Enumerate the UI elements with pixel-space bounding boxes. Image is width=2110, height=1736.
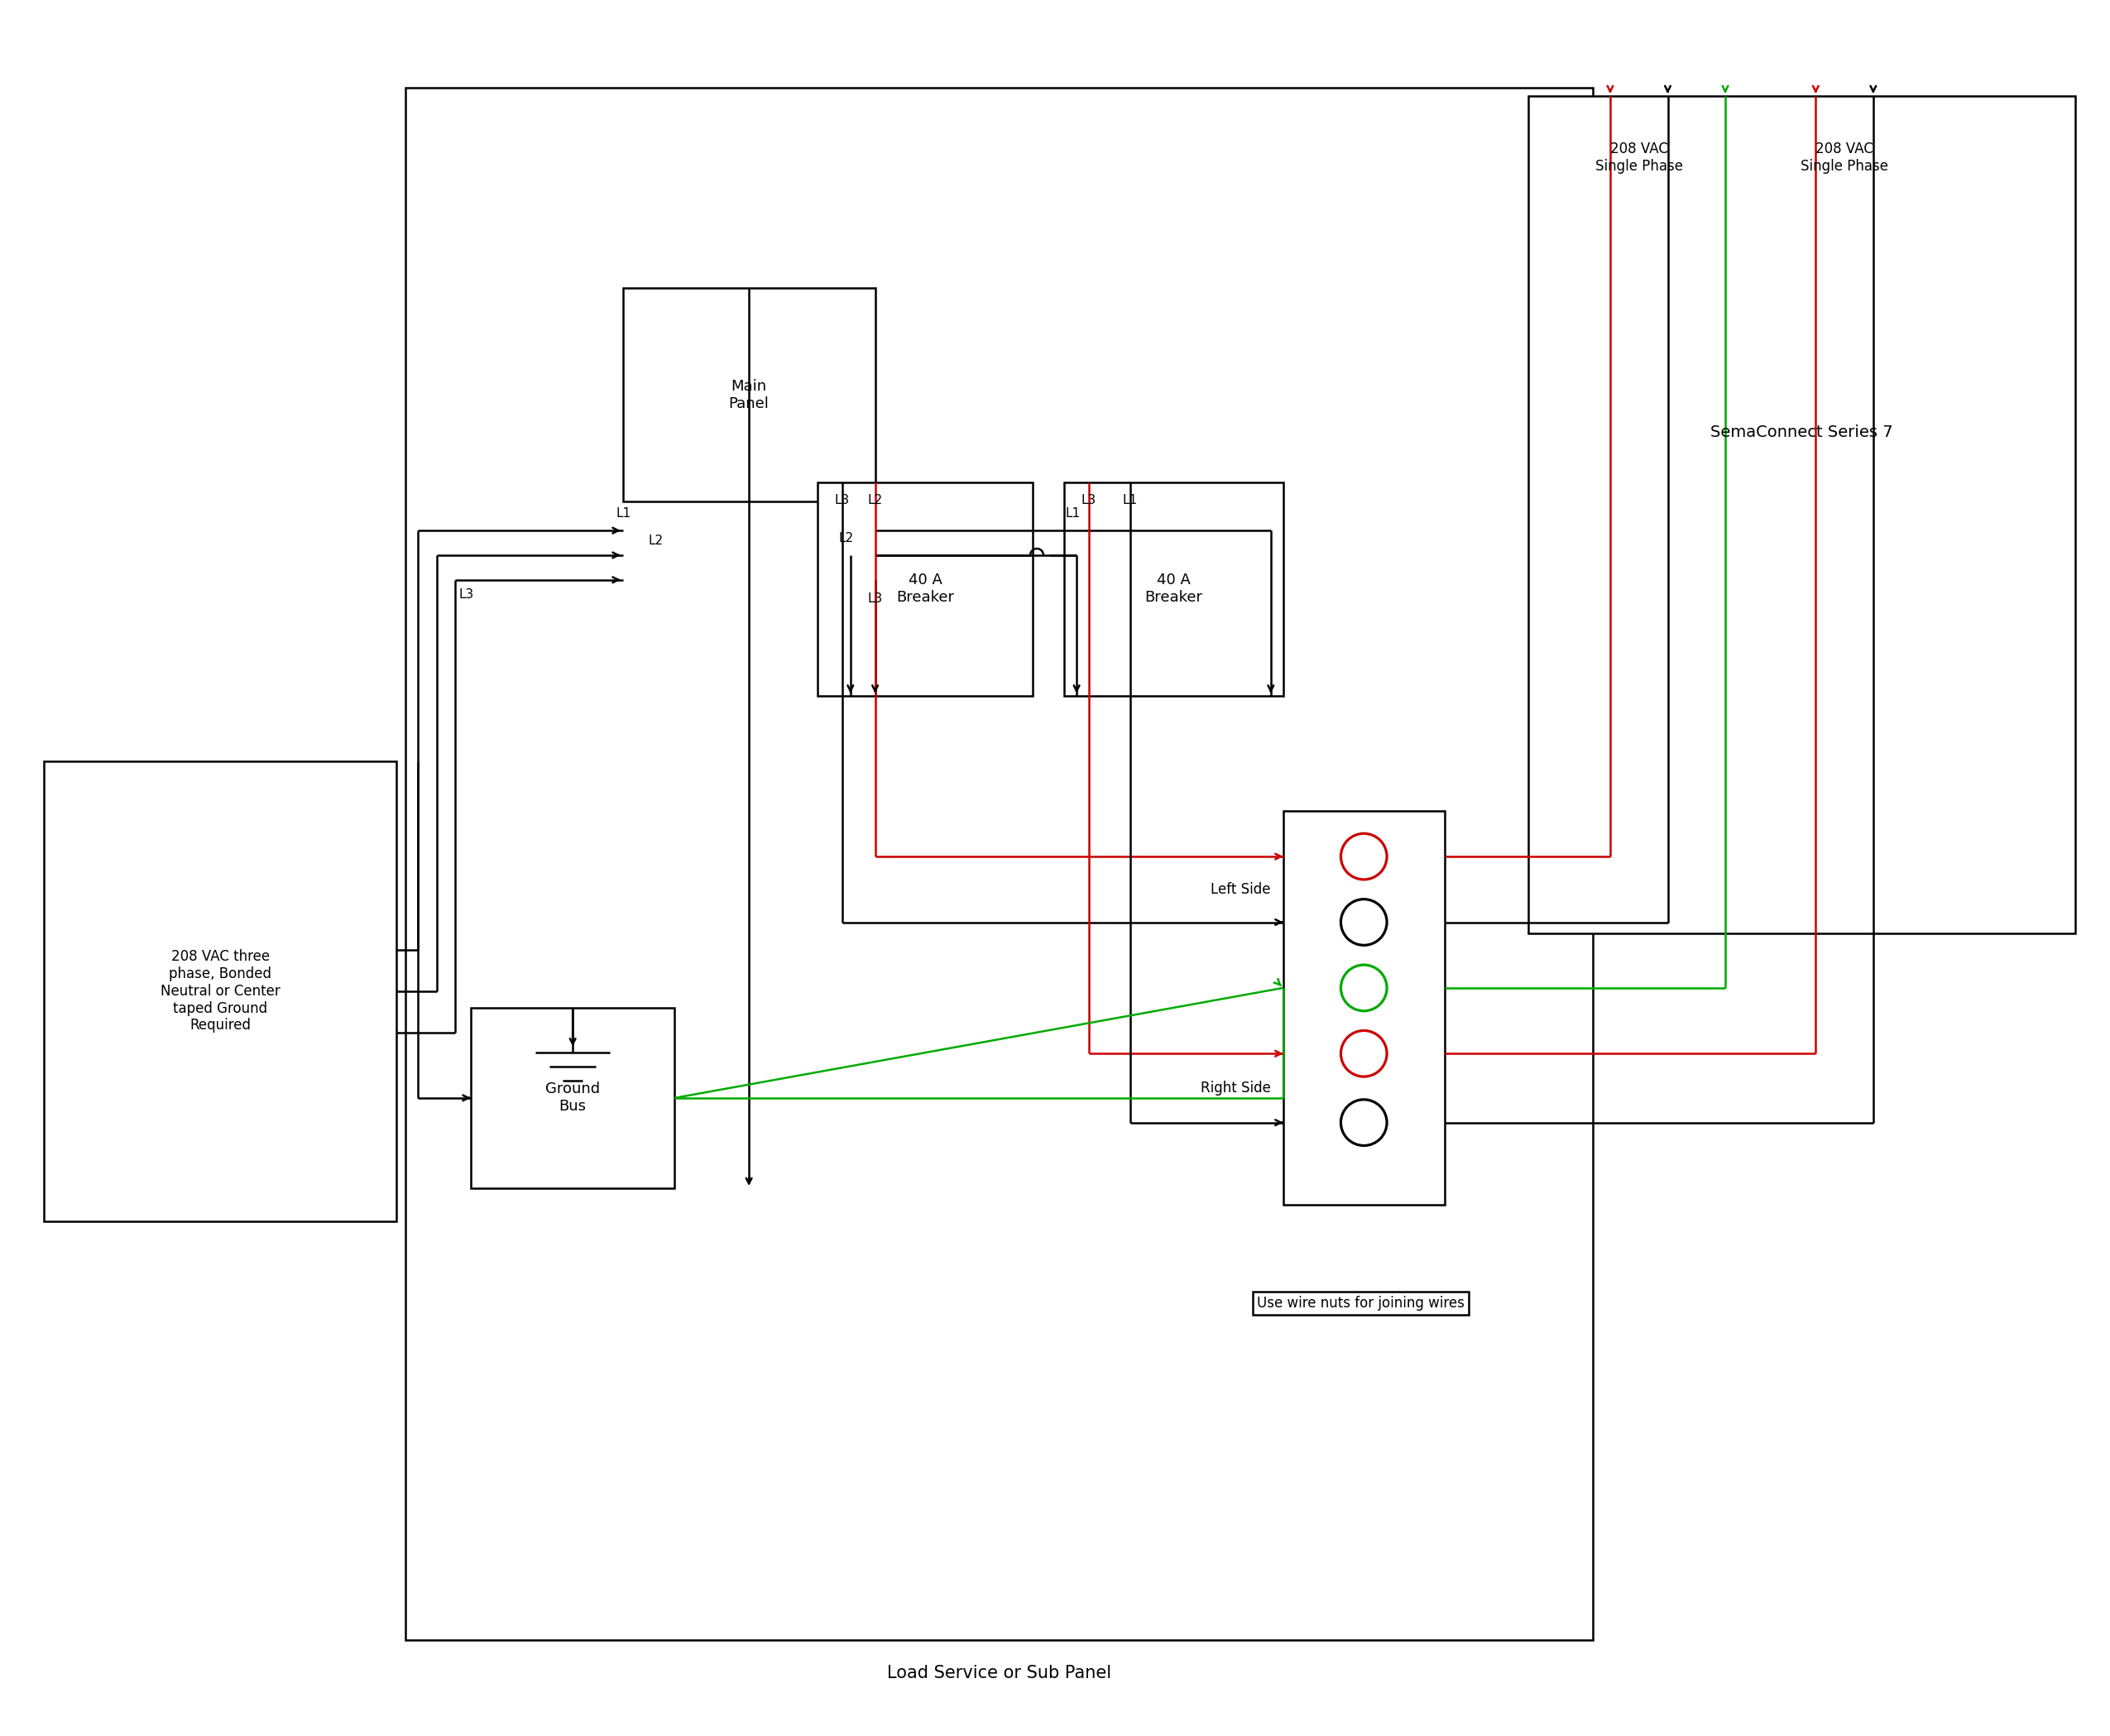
- Text: 208 VAC
Single Phase: 208 VAC Single Phase: [1800, 141, 1888, 174]
- Text: SemaConnect Series 7: SemaConnect Series 7: [1711, 425, 1893, 441]
- Text: Load Service or Sub Panel: Load Service or Sub Panel: [886, 1665, 1112, 1680]
- Text: L3: L3: [1082, 495, 1097, 507]
- Bar: [622, 288, 876, 502]
- Text: L1: L1: [616, 507, 631, 519]
- Bar: [817, 483, 1032, 696]
- Text: Use wire nuts for joining wires: Use wire nuts for joining wires: [1258, 1295, 1464, 1311]
- Text: 208 VAC three
phase, Bonded
Neutral or Center
taped Ground
Required: 208 VAC three phase, Bonded Neutral or C…: [160, 950, 281, 1033]
- Text: 40 A
Breaker: 40 A Breaker: [897, 573, 954, 604]
- Text: L1: L1: [1066, 507, 1080, 519]
- Bar: [1063, 483, 1283, 696]
- Text: Left Side: Left Side: [1211, 882, 1270, 898]
- Text: L1: L1: [1123, 495, 1137, 507]
- Text: 208 VAC
Single Phase: 208 VAC Single Phase: [1595, 141, 1684, 174]
- Text: Right Side: Right Side: [1201, 1080, 1270, 1095]
- Bar: [471, 1007, 675, 1187]
- Text: L3: L3: [867, 592, 882, 604]
- Bar: [1528, 95, 2076, 934]
- Text: Ground
Bus: Ground Bus: [544, 1082, 599, 1115]
- Text: L3: L3: [460, 589, 475, 601]
- Text: L2: L2: [648, 535, 663, 547]
- Text: Use wire nuts for joining wires: Use wire nuts for joining wires: [1258, 1295, 1464, 1311]
- Bar: [405, 89, 1593, 1641]
- Bar: [1283, 811, 1445, 1205]
- Text: L3: L3: [836, 495, 850, 507]
- Text: 40 A
Breaker: 40 A Breaker: [1146, 573, 1203, 604]
- Text: Main
Panel: Main Panel: [728, 378, 770, 411]
- Bar: [44, 762, 397, 1220]
- Text: L2: L2: [840, 531, 855, 545]
- Text: L2: L2: [867, 495, 882, 507]
